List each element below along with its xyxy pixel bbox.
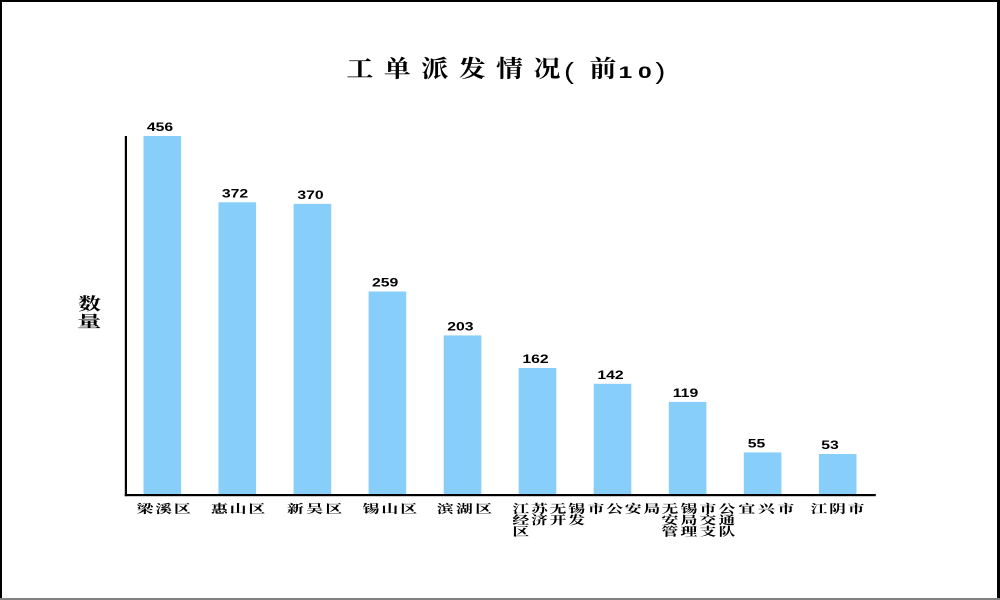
svg-text:0: 0	[638, 64, 652, 82]
svg-text:370: 370	[297, 188, 324, 202]
svg-text:372: 372	[222, 186, 249, 200]
svg-text:1: 1	[619, 64, 633, 82]
svg-text:53: 53	[821, 438, 839, 452]
svg-text:142: 142	[597, 368, 624, 382]
svg-text:203: 203	[447, 319, 474, 333]
svg-text:(: (	[564, 58, 574, 84]
svg-text:162: 162	[522, 352, 549, 366]
svg-text:456: 456	[147, 120, 174, 134]
svg-text:259: 259	[372, 275, 399, 289]
svg-text:119: 119	[673, 386, 699, 400]
svg-text:): )	[655, 58, 665, 84]
svg-text:55: 55	[748, 436, 766, 450]
